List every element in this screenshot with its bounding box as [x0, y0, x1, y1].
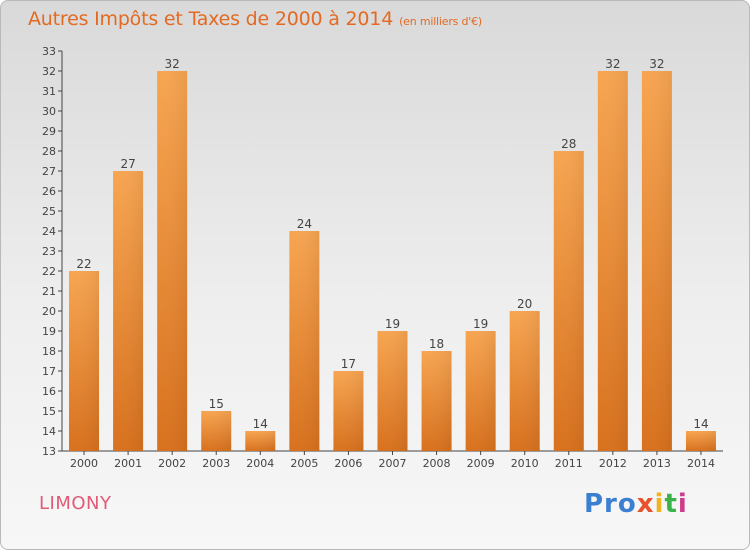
- bar-shade: [157, 71, 188, 451]
- x-tick-label: 2010: [511, 457, 539, 470]
- bar-value-label: 28: [561, 137, 576, 151]
- bar-value-label: 32: [605, 57, 620, 71]
- y-tick-label: 26: [42, 185, 56, 198]
- logo-part-5: i: [677, 489, 688, 519]
- bar-shade: [685, 431, 716, 451]
- y-tick-label: 22: [42, 265, 56, 278]
- bar-value-label: 32: [649, 57, 664, 71]
- bar-group: 22: [69, 257, 100, 451]
- x-tick-label: 2011: [555, 457, 583, 470]
- bar-group: 15: [201, 397, 232, 451]
- chart-title: Autres Impôts et Taxes de 2000 à 2014 (en…: [28, 8, 482, 30]
- bar-value-label: 18: [429, 337, 444, 351]
- y-tick-label: 18: [42, 345, 56, 358]
- bar-shade: [377, 331, 408, 451]
- proxiti-logo[interactable]: Proxiti: [584, 489, 688, 519]
- x-tick-label: 2003: [202, 457, 230, 470]
- bar-group: 19: [465, 317, 496, 451]
- bar-group: 14: [245, 417, 276, 451]
- y-tick-label: 29: [42, 125, 56, 138]
- bar-group: 28: [553, 137, 584, 451]
- logo-part-3: i: [654, 489, 665, 519]
- bar-shade: [69, 271, 100, 451]
- bar-value-label: 19: [385, 317, 400, 331]
- logo-part-2: x: [636, 489, 655, 519]
- bar-value-label: 19: [473, 317, 488, 331]
- y-tick-label: 17: [42, 365, 56, 378]
- place-name: LIMONY: [39, 493, 112, 514]
- x-tick-label: 2002: [158, 457, 186, 470]
- y-tick-label: 24: [42, 225, 56, 238]
- bar-shade: [289, 231, 320, 451]
- bar-shade: [509, 311, 540, 451]
- x-tick-label: 2000: [70, 457, 98, 470]
- y-tick-label: 16: [42, 385, 56, 398]
- bar-value-label: 15: [209, 397, 224, 411]
- bar-shade: [465, 331, 496, 451]
- y-tick-label: 14: [42, 425, 56, 438]
- bar-group: 27: [113, 157, 144, 451]
- x-tick-label: 2006: [334, 457, 362, 470]
- bar-shade: [421, 351, 452, 451]
- y-tick-label: 21: [42, 285, 56, 298]
- bar-value-label: 32: [165, 57, 180, 71]
- x-tick-label: 2001: [114, 457, 142, 470]
- x-axis: 2000 2001 2002 2003 2004 2005 2006 2007 2008 2009…: [62, 450, 723, 470]
- bar-shade: [553, 151, 584, 451]
- y-tick-label: 33: [42, 45, 56, 58]
- bar-shade: [597, 71, 628, 451]
- y-tick-label: 30: [42, 105, 56, 118]
- bar-value-label: 14: [253, 417, 268, 431]
- y-tick-label: 23: [42, 245, 56, 258]
- bar-value-label: 20: [517, 297, 532, 311]
- y-tick-label: 20: [42, 305, 56, 318]
- bar-value-label: 27: [120, 157, 135, 171]
- bar-group: 17: [333, 357, 364, 451]
- bar-group: 19: [377, 317, 408, 451]
- logo-part-1: Pro: [584, 489, 637, 519]
- bar-group: 32: [597, 57, 628, 451]
- x-tick-label: 2008: [423, 457, 451, 470]
- bars: 22 27 32 15 14 24 17 19 18 19 20 28 32 32 14: [69, 57, 716, 451]
- bar-value-label: 17: [341, 357, 356, 371]
- chart-title-text: Autres Impôts et Taxes de 2000 à 2014: [28, 8, 394, 30]
- x-tick-label: 2013: [643, 457, 671, 470]
- y-tick-label: 31: [42, 85, 56, 98]
- bar-group: 18: [421, 337, 452, 451]
- x-tick-label: 2014: [687, 457, 715, 470]
- y-tick-label: 19: [42, 325, 56, 338]
- y-tick-label: 15: [42, 405, 56, 418]
- bar-value-label: 24: [297, 217, 312, 231]
- bar-shade: [201, 411, 232, 451]
- y-tick-label: 27: [42, 165, 56, 178]
- chart-subtitle: (en milliers d'€): [399, 15, 482, 28]
- bar-group: 32: [157, 57, 188, 451]
- bar-group: 14: [685, 417, 716, 451]
- x-tick-label: 2007: [379, 457, 407, 470]
- y-tick-label: 32: [42, 65, 56, 78]
- bar-shade: [641, 71, 672, 451]
- bar-group: 32: [641, 57, 672, 451]
- x-tick-label: 2004: [246, 457, 274, 470]
- bar-value-label: 22: [76, 257, 91, 271]
- logo-part-4: t: [664, 489, 678, 519]
- x-tick-label: 2012: [599, 457, 627, 470]
- bar-shade: [113, 171, 144, 451]
- bar-shade: [333, 371, 364, 451]
- y-tick-label: 25: [42, 205, 56, 218]
- bar-group: 20: [509, 297, 540, 451]
- bar-shade: [245, 431, 276, 451]
- y-tick-label: 13: [42, 445, 56, 458]
- x-tick-label: 2009: [467, 457, 495, 470]
- bar-value-label: 14: [693, 417, 708, 431]
- x-tick-label: 2005: [290, 457, 318, 470]
- bar-group: 24: [289, 217, 320, 451]
- y-tick-label: 28: [42, 145, 56, 158]
- y-axis: 13 14 15 16 17 18 19 20 21 22 23 24 25 26 27 28 29 30 31 32…: [42, 45, 63, 458]
